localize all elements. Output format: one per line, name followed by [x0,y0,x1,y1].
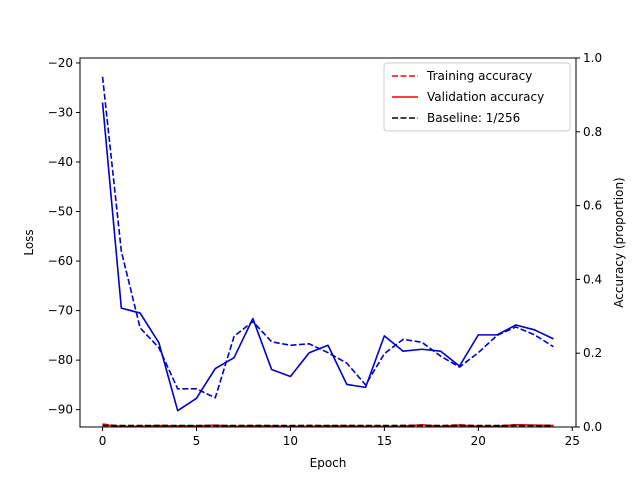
legend-label: Validation accuracy [427,90,544,104]
x-tick-label: 10 [283,434,298,448]
series-line-0 [101,76,554,399]
series-layer [101,76,554,428]
y-left-tick-label: −60 [48,254,73,268]
x-axis-label: Epoch [310,456,347,470]
y-left-tick-label: −20 [48,56,73,70]
legend-label: Baseline: 1/256 [427,111,520,125]
y-left-tick-label: −40 [48,155,73,169]
y-right-tick-label: 0.8 [583,125,602,139]
y-right-tick-label: 0.4 [583,272,602,286]
y-right-tick-label: 0.2 [583,346,602,360]
legend-label: Training accuracy [426,69,532,83]
plot-frame [79,57,577,428]
y-right-tick-label: 0.6 [583,199,602,213]
x-tick-label: 20 [471,434,486,448]
y-left-tick-label: −30 [48,105,73,119]
x-tick-label: 25 [565,434,580,448]
series-line-1 [101,102,554,412]
y-right-tick-label: 0.0 [583,420,602,434]
y-left-tick-label: −70 [48,304,73,318]
y-left-tick-label: −80 [48,353,73,367]
x-tick-label: 0 [99,434,107,448]
y-axis-right-label: Accuracy (proportion) [612,177,626,307]
y-axis-left-label: Loss [22,229,36,255]
legend: Training accuracy Validation accuracy Base… [383,62,571,132]
ticks-layer: 0 5 10 15 20 25 −90 −80 −70 −60 −50 −40 −30 −20 0.0 0.2… [48,51,602,448]
y-right-tick-label: 1.0 [583,51,602,65]
y-left-tick-label: −90 [48,403,73,417]
x-tick-label: 15 [377,434,392,448]
y-left-tick-label: −50 [48,205,73,219]
legend-box [383,62,571,132]
x-tick-label: 5 [193,434,201,448]
